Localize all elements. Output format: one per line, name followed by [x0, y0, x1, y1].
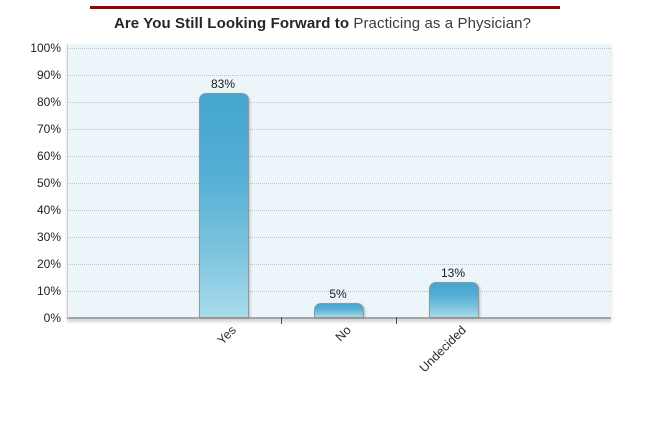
- x-axis-label-yes: Yes: [214, 323, 239, 348]
- y-axis-label-50: 50%: [36, 176, 61, 190]
- title-accent-rule: [90, 6, 560, 9]
- bar-yes: [199, 93, 249, 317]
- y-axis-label-80: 80%: [36, 95, 61, 109]
- gridline-10: [68, 291, 611, 292]
- gridline-20: [68, 264, 611, 265]
- x-axis-label-no: No: [332, 323, 354, 345]
- x-axis-tick-1: [396, 317, 397, 324]
- gridline-70: [68, 129, 611, 130]
- chart-title-bold: Are You Still Looking Forward to: [113, 15, 350, 32]
- x-axis-label-undecided: Undecided: [416, 323, 469, 376]
- gridline-40: [68, 210, 611, 211]
- y-axis-label-60: 60%: [36, 149, 61, 163]
- chart-title: Are You Still Looking Forward to Practic…: [0, 15, 645, 32]
- bar-value-label-undecided: 13%: [440, 266, 466, 280]
- bar-no: [314, 303, 364, 317]
- gridline-80: [68, 102, 611, 103]
- gridline-90: [68, 75, 611, 76]
- y-axis-label-70: 70%: [36, 122, 61, 136]
- gridline-100: [68, 48, 611, 49]
- bar-value-label-no: 5%: [329, 287, 347, 301]
- y-axis-label-40: 40%: [36, 203, 61, 217]
- chart-title-regular: Practicing as a Physician?: [349, 15, 532, 32]
- y-axis-label-10: 10%: [36, 284, 61, 298]
- y-axis-label-100: 100%: [30, 41, 61, 55]
- y-axis-label-90: 90%: [36, 68, 61, 82]
- gridline-50: [68, 183, 611, 184]
- y-axis-label-20: 20%: [36, 257, 61, 271]
- y-axis-label-30: 30%: [36, 230, 61, 244]
- gridline-60: [68, 156, 611, 157]
- x-axis-tick-0: [281, 317, 282, 324]
- bar-value-label-yes: 83%: [210, 77, 236, 91]
- y-axis-label-0: 0%: [43, 311, 61, 325]
- gridline-30: [68, 237, 611, 238]
- bar-undecided: [429, 282, 479, 317]
- plot-area: [67, 44, 611, 319]
